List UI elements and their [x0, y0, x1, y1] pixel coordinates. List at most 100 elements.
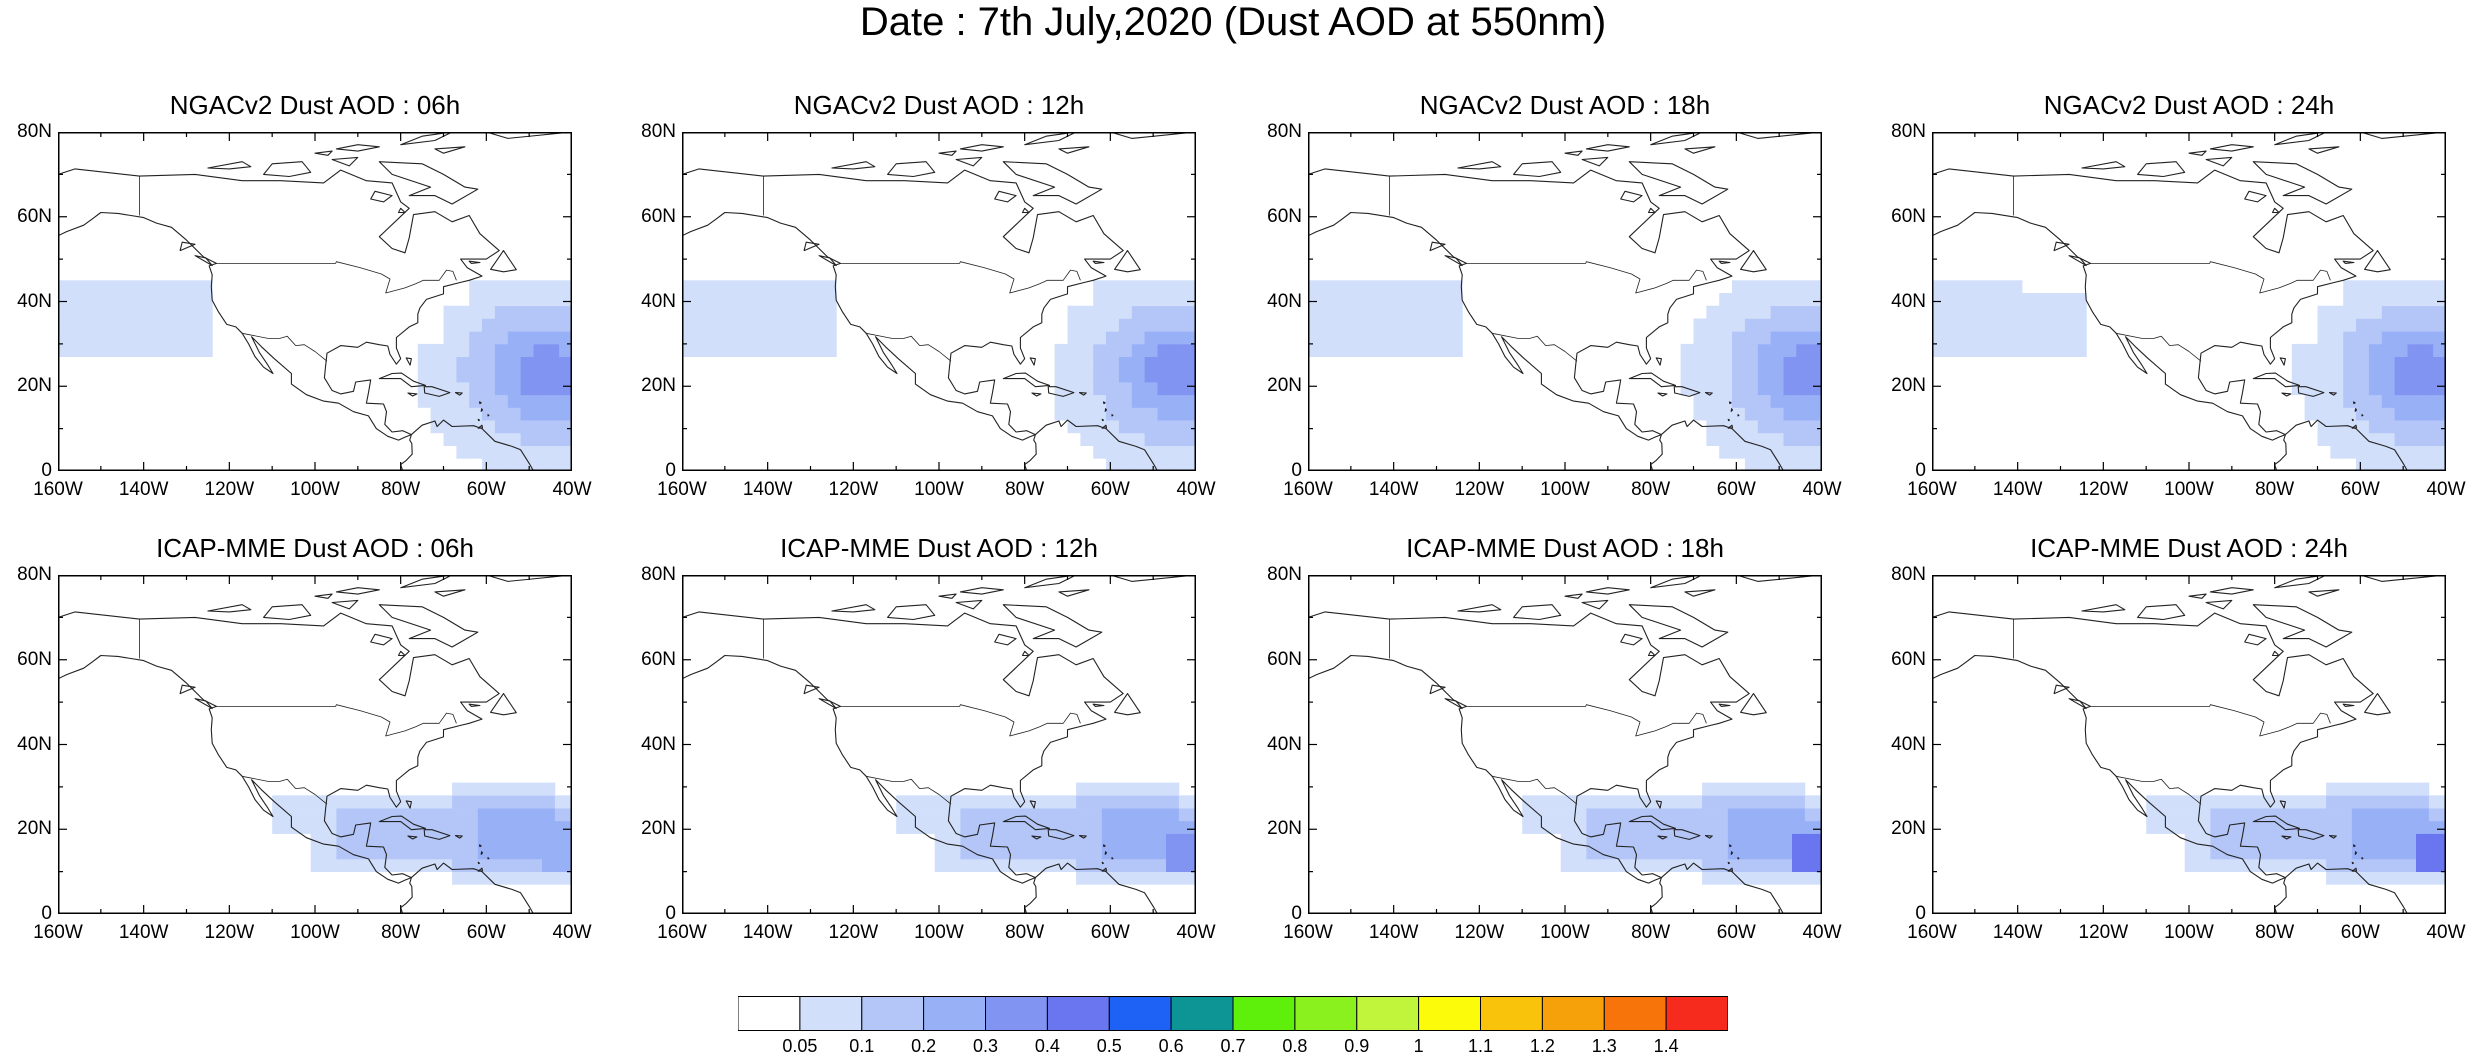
- aod-cell: [1131, 420, 1146, 434]
- aod-cell: [1067, 356, 1081, 370]
- aod-cell: [1080, 382, 1094, 396]
- aod-cell: [1744, 458, 1759, 471]
- colorbar-label: 0.7: [1220, 1036, 1246, 1056]
- aod-cell: [2317, 420, 2331, 434]
- colorbar-box: [1232, 996, 1296, 1031]
- aod-cell: [503, 782, 517, 796]
- aod-cell: [310, 808, 324, 822]
- aod-cell: [1783, 369, 1797, 383]
- aod-cell: [1067, 369, 1081, 383]
- aod-cell: [784, 293, 799, 307]
- aod-cell: [516, 808, 530, 822]
- aod-cell: [2394, 407, 2408, 421]
- aod-cell: [199, 318, 213, 332]
- x-tick-label: 80W: [2255, 922, 2295, 943]
- aod-cell: [186, 305, 200, 319]
- y-tick-label: 80N: [641, 564, 676, 585]
- aod-cell: [2407, 318, 2421, 332]
- aod-cell: [1170, 280, 1184, 294]
- aod-cell: [1191, 833, 1196, 847]
- aod-cell: [909, 808, 923, 822]
- aod-cell: [529, 795, 543, 809]
- x-tick-label: 100W: [1540, 479, 1590, 500]
- aod-cell: [1599, 795, 1613, 809]
- aod-cell: [533, 343, 547, 357]
- aod-cell: [2261, 833, 2276, 847]
- aod-cell: [70, 305, 85, 319]
- aod-cell: [771, 305, 786, 319]
- aod-cell: [1573, 858, 1587, 872]
- aod-cell: [494, 318, 509, 332]
- aod-cell: [1714, 833, 1729, 847]
- aod-cell: [1011, 846, 1026, 860]
- aod-cell: [482, 394, 496, 408]
- aod-cell: [1809, 280, 1822, 294]
- aod-cell: [400, 795, 414, 809]
- aod-cell: [1183, 305, 1196, 319]
- aod-cell: [567, 795, 572, 809]
- aod-cell: [443, 382, 457, 396]
- aod-cell: [2060, 293, 2074, 307]
- aod-cell: [1612, 808, 1626, 822]
- y-tick-label: 60N: [17, 205, 52, 227]
- figure-title: Date : 7th July,2020 (Dust AOD at 550nm): [859, 0, 1607, 44]
- aod-cell: [2330, 445, 2344, 459]
- aod-cell: [934, 846, 948, 860]
- aod-cell: [784, 331, 799, 345]
- aod-cell: [439, 820, 453, 834]
- aod-cell: [2428, 820, 2443, 834]
- aod-cell: [186, 293, 200, 307]
- aod-cell: [1080, 394, 1094, 408]
- aod-cell: [443, 407, 457, 421]
- aod-cell: [1024, 795, 1038, 809]
- aod-cell: [1054, 369, 1068, 383]
- aod-cell: [1183, 420, 1196, 434]
- aod-cell: [490, 871, 504, 885]
- aod-cell: [1080, 420, 1094, 434]
- aod-cell: [1779, 871, 1793, 885]
- aod-cell: [199, 280, 213, 294]
- aod-cell: [2009, 280, 2023, 294]
- aod-cell: [1131, 394, 1146, 408]
- aod-cell: [1560, 795, 1574, 809]
- aod-cell: [2021, 305, 2036, 319]
- aod-cell: [310, 795, 324, 809]
- aod-cell: [1957, 318, 1971, 332]
- aod-cell: [1766, 858, 1780, 872]
- aod-cell: [1385, 343, 1399, 357]
- aod-cell: [1732, 420, 1746, 434]
- aod-cell: [452, 808, 466, 822]
- aod-cell: [2368, 343, 2383, 357]
- aod-cell: [1560, 846, 1574, 860]
- x-tick-label: 120W: [204, 479, 255, 500]
- aod-cell: [1744, 293, 1759, 307]
- aod-cell: [520, 369, 534, 383]
- aod-cell: [503, 808, 517, 822]
- aod-cell: [559, 382, 572, 396]
- aod-cell: [96, 305, 110, 319]
- aod-cell: [707, 293, 721, 307]
- tick-marks: [1932, 132, 2446, 471]
- aod-cell: [1024, 833, 1038, 847]
- aod-cell: [2364, 833, 2378, 847]
- aod-cell: [1719, 293, 1733, 307]
- aod-cell: [2317, 318, 2331, 332]
- y-tick-label: 0: [1291, 903, 1302, 924]
- aod-cell: [323, 846, 337, 860]
- aod-cell: [1346, 293, 1360, 307]
- aod-cell: [426, 858, 440, 872]
- aod-cell: [2407, 432, 2421, 446]
- aod-cell: [2368, 445, 2383, 459]
- aod-cell: [2377, 846, 2391, 860]
- aod-cell: [1625, 820, 1639, 834]
- aod-cell: [1804, 795, 1819, 809]
- aod-cell: [1770, 331, 1784, 345]
- aod-cell: [122, 343, 136, 357]
- aod-cell: [147, 293, 162, 307]
- aod-cell: [1944, 293, 1959, 307]
- aod-cell: [507, 458, 522, 471]
- aod-cell: [1183, 407, 1196, 421]
- aod-cell: [2343, 293, 2357, 307]
- colorbar-box: [1480, 996, 1543, 1031]
- aod-cell: [503, 846, 517, 860]
